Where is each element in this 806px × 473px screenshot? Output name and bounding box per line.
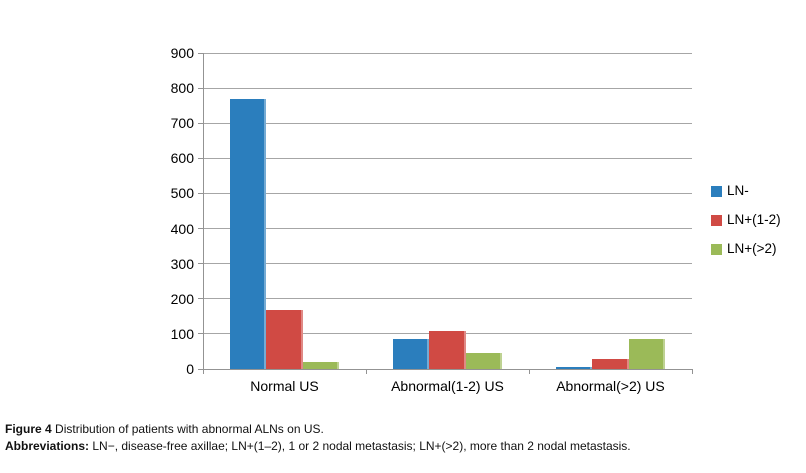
y-axis-label: 100 bbox=[170, 325, 194, 342]
abbreviations-text: LN−, disease-free axillae; LN+(1–2), 1 o… bbox=[92, 438, 631, 453]
legend-swatch-LN+(>2) bbox=[711, 243, 722, 255]
x-axis-tick bbox=[202, 369, 204, 374]
figure-caption-text: Distribution of patients with abnormal A… bbox=[55, 422, 324, 436]
y-axis-label: 0 bbox=[186, 361, 194, 377]
y-axis-label: 800 bbox=[170, 80, 194, 97]
y-axis-tick bbox=[198, 157, 203, 159]
gridline bbox=[203, 87, 692, 89]
bar-LN+(>2) bbox=[628, 339, 666, 369]
bar-LN- bbox=[392, 339, 430, 369]
legend-swatch-LN+(1-2) bbox=[711, 214, 722, 226]
y-axis-label: 400 bbox=[170, 220, 194, 237]
x-category-label: Abnormal(>2) US bbox=[556, 378, 665, 394]
bar-LN- bbox=[229, 98, 267, 369]
y-axis-label: 500 bbox=[170, 185, 194, 202]
bar-LN+(1-2) bbox=[592, 359, 629, 369]
legend-label: LN+(>2) bbox=[727, 241, 777, 256]
legend-label: LN- bbox=[727, 183, 749, 198]
y-axis-label: 700 bbox=[170, 115, 194, 132]
x-axis-tick bbox=[528, 369, 530, 374]
legend-item: LN+(>2) bbox=[711, 242, 777, 256]
abbreviations-label: Abbreviations: bbox=[5, 438, 90, 453]
gridline bbox=[203, 192, 692, 194]
y-axis-label: 300 bbox=[170, 255, 194, 272]
y-axis-tick bbox=[198, 228, 203, 230]
y-axis-tick bbox=[198, 87, 203, 89]
bar-LN+(1-2) bbox=[429, 331, 466, 369]
bar-LN+(1-2) bbox=[266, 310, 303, 369]
y-axis-label: 900 bbox=[170, 45, 194, 61]
y-axis-tick bbox=[198, 263, 203, 265]
y-axis-tick bbox=[198, 122, 203, 124]
y-axis-tick bbox=[198, 333, 203, 335]
y-axis-tick bbox=[198, 52, 203, 54]
y-axis-tick bbox=[198, 192, 203, 194]
y-axis-line bbox=[203, 53, 204, 369]
figure-caption: Figure 4 Distribution of patients with a… bbox=[5, 421, 746, 454]
figure-label: Figure 4 bbox=[5, 422, 52, 436]
abbreviations-line: Abbreviations: LN−, disease-free axillae… bbox=[5, 438, 746, 455]
legend-item: LN- bbox=[711, 184, 749, 198]
gridline bbox=[203, 228, 692, 230]
x-category-label: Abnormal(1-2) US bbox=[391, 378, 504, 394]
bar-LN+(>2) bbox=[302, 361, 340, 369]
x-axis-line bbox=[203, 368, 692, 370]
y-axis-label: 600 bbox=[170, 150, 194, 167]
x-category-label: Normal US bbox=[250, 378, 319, 394]
gridline bbox=[203, 157, 692, 159]
x-axis-tick bbox=[365, 369, 367, 374]
y-axis-tick bbox=[198, 298, 203, 300]
gridline bbox=[203, 122, 692, 124]
y-axis-label: 200 bbox=[170, 290, 194, 307]
legend-label: LN+(1-2) bbox=[727, 212, 781, 227]
figure-caption-line: Figure 4 Distribution of patients with a… bbox=[5, 421, 746, 438]
legend-item: LN+(1-2) bbox=[711, 213, 781, 227]
y-axis-tick bbox=[198, 368, 203, 370]
legend-swatch-LN- bbox=[711, 185, 722, 197]
bar-LN- bbox=[555, 366, 593, 369]
x-axis-tick bbox=[691, 369, 693, 374]
gridline bbox=[203, 298, 692, 300]
bar-LN+(>2) bbox=[465, 352, 503, 369]
gridline bbox=[203, 263, 692, 265]
gridline bbox=[203, 52, 692, 54]
